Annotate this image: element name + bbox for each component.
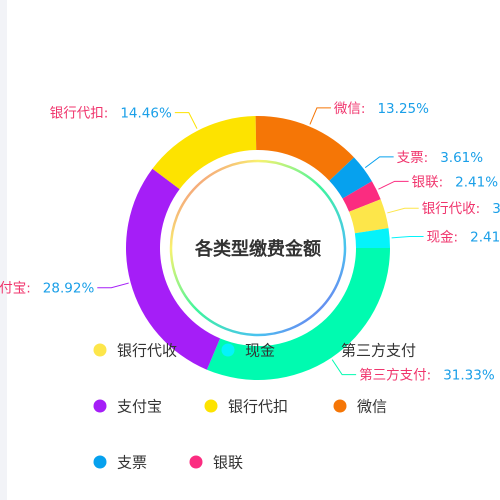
leader-line-支付宝: [97, 282, 129, 289]
leader-line-现金: [391, 236, 424, 239]
slice-label-percent: 28.92%: [43, 281, 95, 297]
slice-label-percent: 3.61%: [440, 150, 483, 166]
slice-label-name: 银行代扣:: [50, 106, 109, 122]
legend-label: 银行代收: [117, 342, 177, 360]
legend-label: 支付宝: [117, 398, 162, 416]
slice-银联[interactable]: [342, 181, 381, 212]
leader-line-支票: [364, 156, 394, 169]
legend-marker: [93, 455, 107, 469]
legend-marker: [317, 343, 331, 357]
legend-item-银行代扣[interactable]: 银行代扣: [204, 398, 289, 416]
legend-label: 银行代扣: [228, 398, 288, 416]
slice-label-name: 第三方支付:: [359, 367, 431, 384]
legend-label: 银联: [213, 454, 243, 472]
slice-label-name: 银行代收:: [422, 201, 481, 217]
slice-label-name: 银联:: [412, 174, 444, 190]
inner-gradient-ring: [169, 159, 347, 337]
legend-marker: [189, 455, 203, 469]
legend-label: 现金: [245, 342, 275, 360]
legend-item-现金[interactable]: 现金: [221, 342, 276, 360]
slice-银行代扣[interactable]: [152, 116, 257, 190]
legend-marker: [93, 399, 107, 413]
slice-label-name: 支票:: [397, 150, 429, 166]
legend-marker: [93, 343, 107, 357]
legend-label: 微信: [357, 398, 387, 416]
slice-支付宝[interactable]: [125, 168, 221, 370]
legend-item-支付宝[interactable]: 支付宝: [93, 398, 163, 416]
slice-label-银行代收: 银行代收: 3.61%: [422, 201, 500, 217]
slice-第三方支付[interactable]: [206, 248, 390, 381]
slice-label-现金: 现金: 2.41%: [427, 230, 500, 246]
left-panel-strip: [0, 0, 7, 500]
legend-item-银行代收[interactable]: 银行代收: [93, 342, 178, 360]
legend-label: 支票: [117, 454, 147, 472]
slice-label-percent: 2.41%: [455, 174, 498, 190]
legend-item-微信[interactable]: 微信: [333, 398, 388, 416]
slice-银行代收[interactable]: [349, 199, 389, 234]
slice-label-支付宝: 支付宝: 28.92%: [0, 281, 94, 297]
legend-marker: [204, 399, 218, 413]
slice-label-银行代扣: 银行代扣: 14.46%: [50, 106, 172, 122]
legend-item-银联[interactable]: 银联: [189, 454, 244, 472]
slice-label-name: 支付宝:: [0, 281, 31, 297]
slice-label-name: 现金:: [427, 230, 459, 246]
leader-line-银联: [378, 180, 409, 190]
legend-item-支票[interactable]: 支票: [93, 454, 148, 472]
slice-label-percent: 13.25%: [377, 101, 429, 117]
slice-label-支票: 支票: 3.61%: [397, 150, 484, 166]
legend-marker: [333, 399, 347, 413]
slice-支票[interactable]: [329, 157, 372, 199]
legend-marker: [221, 343, 235, 357]
chart-title: 各类型缴费金额: [194, 238, 321, 260]
slice-label-第三方支付: 第三方支付: 31.33%: [359, 367, 495, 384]
slice-label-percent: 3.61%: [492, 201, 500, 217]
legend-label: 第三方支付: [341, 342, 416, 360]
slice-label-微信: 微信: 13.25%: [334, 101, 429, 117]
slice-label-percent: 31.33%: [443, 368, 495, 384]
slice-label-percent: 14.46%: [120, 106, 172, 122]
slice-微信[interactable]: [255, 116, 354, 181]
leader-line-银行代扣: [174, 112, 198, 129]
slice-现金[interactable]: [354, 228, 390, 248]
leader-line-银行代收: [387, 207, 419, 214]
leader-line-微信: [309, 107, 331, 125]
legend-item-第三方支付[interactable]: 第三方支付: [317, 342, 417, 360]
slice-label-银联: 银联: 2.41%: [412, 174, 499, 190]
slice-label-name: 微信:: [334, 101, 366, 117]
leader-line-第三方支付: [331, 359, 357, 376]
slice-label-percent: 2.41%: [470, 230, 500, 246]
